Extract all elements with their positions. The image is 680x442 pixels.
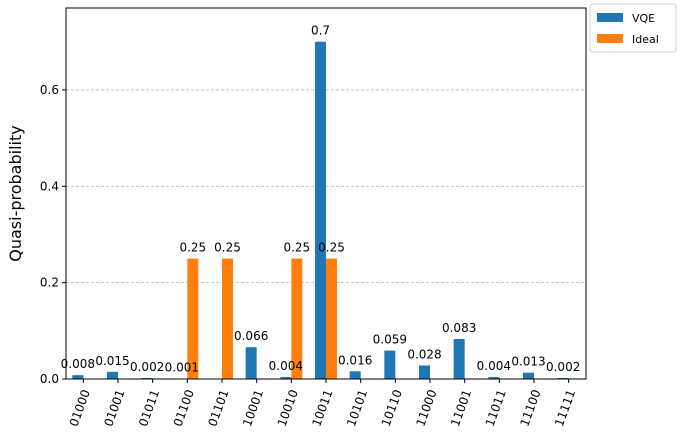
data-label-vqe-11001: 0.083 <box>442 321 476 335</box>
x-tick-label-10110: 10110 <box>379 388 405 429</box>
bar-vqe-11011 <box>488 377 500 379</box>
data-label-vqe-10101: 0.016 <box>338 353 372 367</box>
legend-label-vqe: VQE <box>632 12 655 25</box>
x-axis: 01000 01001 01011 01100 01101 10001 10010 10011… <box>67 379 578 429</box>
bar-vqe-10010 <box>280 377 292 379</box>
data-label-vqe-01000: 0.008 <box>61 357 95 371</box>
data-label-ideal-01101: 0.25 <box>214 241 241 255</box>
bar-vqe-11100 <box>523 372 534 379</box>
bar-vqe-10011 <box>315 41 326 380</box>
x-tick-label-11000: 11000 <box>413 388 439 429</box>
x-tick-label-01101: 01101 <box>205 388 231 429</box>
x-tick-label-10010: 10010 <box>275 388 301 429</box>
x-tick-label-10001: 10001 <box>240 388 266 429</box>
legend-label-ideal: Ideal <box>632 33 659 46</box>
x-tick-label-10011: 10011 <box>309 388 335 429</box>
data-labels: 0.008 0.015 0.002 0.0010.25 0.250.0660.0040.… <box>61 24 581 375</box>
x-tick-label-11100: 11100 <box>517 388 543 429</box>
bar-vqe-01001 <box>107 371 118 379</box>
x-tick-label-01100: 01100 <box>171 388 197 429</box>
y-tick-label: 0.6 <box>40 83 59 97</box>
data-label-vqe-11011: 0.004 <box>477 359 511 373</box>
data-label-vqe-10010: 0.004 <box>269 359 303 373</box>
data-label-vqe-10110: 0.059 <box>373 333 407 347</box>
y-tick-label: 0.2 <box>40 276 59 290</box>
y-axis: 0.0 0.2 0.4 0.6 <box>40 83 66 386</box>
x-tick-label-01001: 01001 <box>101 388 127 429</box>
data-label-vqe-10011: 0.7 <box>311 24 330 38</box>
bar-vqe-11000 <box>419 365 430 379</box>
x-tick-label-11001: 11001 <box>448 388 474 429</box>
y-tick-label: 0.4 <box>40 179 59 193</box>
legend: VQE Ideal <box>589 3 677 53</box>
data-label-vqe-11000: 0.028 <box>407 348 441 362</box>
y-tick-label: 0.0 <box>40 372 59 386</box>
bar-vqe-10001 <box>245 347 257 379</box>
x-tick-label-01000: 01000 <box>67 388 93 429</box>
bar-vqe-10110 <box>384 350 396 379</box>
x-tick-label-11111: 11111 <box>552 388 578 429</box>
bar-ideal-10010 <box>291 258 303 379</box>
bars <box>72 41 569 380</box>
bar-ideal-10011 <box>326 258 337 379</box>
data-label-vqe-11100: 0.013 <box>511 355 545 369</box>
x-tick-label-11011: 11011 <box>483 388 509 429</box>
legend-swatch-ideal <box>597 34 623 43</box>
data-label-vqe-10001: 0.066 <box>234 329 268 343</box>
data-label-ideal-10010: 0.25 <box>283 241 310 255</box>
legend-swatch-vqe <box>597 13 623 22</box>
bar-ideal-01101 <box>222 258 233 379</box>
data-label-vqe-01011: 0.002 <box>130 360 164 374</box>
x-tick-label-01011: 01011 <box>136 388 162 429</box>
bar-ideal-01100 <box>187 258 199 379</box>
x-tick-label-10101: 10101 <box>344 388 370 429</box>
bar-vqe-11001 <box>453 339 465 379</box>
data-label-ideal-10011: 0.25 <box>318 241 345 255</box>
bar-vqe-10101 <box>349 371 361 379</box>
data-label-vqe-01001: 0.015 <box>95 354 129 368</box>
data-label-vqe-11111: 0.002 <box>546 360 580 374</box>
data-label-vqe-01100: 0.001 <box>165 361 199 375</box>
data-label-ideal-01100: 0.25 <box>179 241 206 255</box>
y-axis-label: Quasi-probability <box>6 125 25 261</box>
bar-vqe-01000 <box>72 375 84 379</box>
